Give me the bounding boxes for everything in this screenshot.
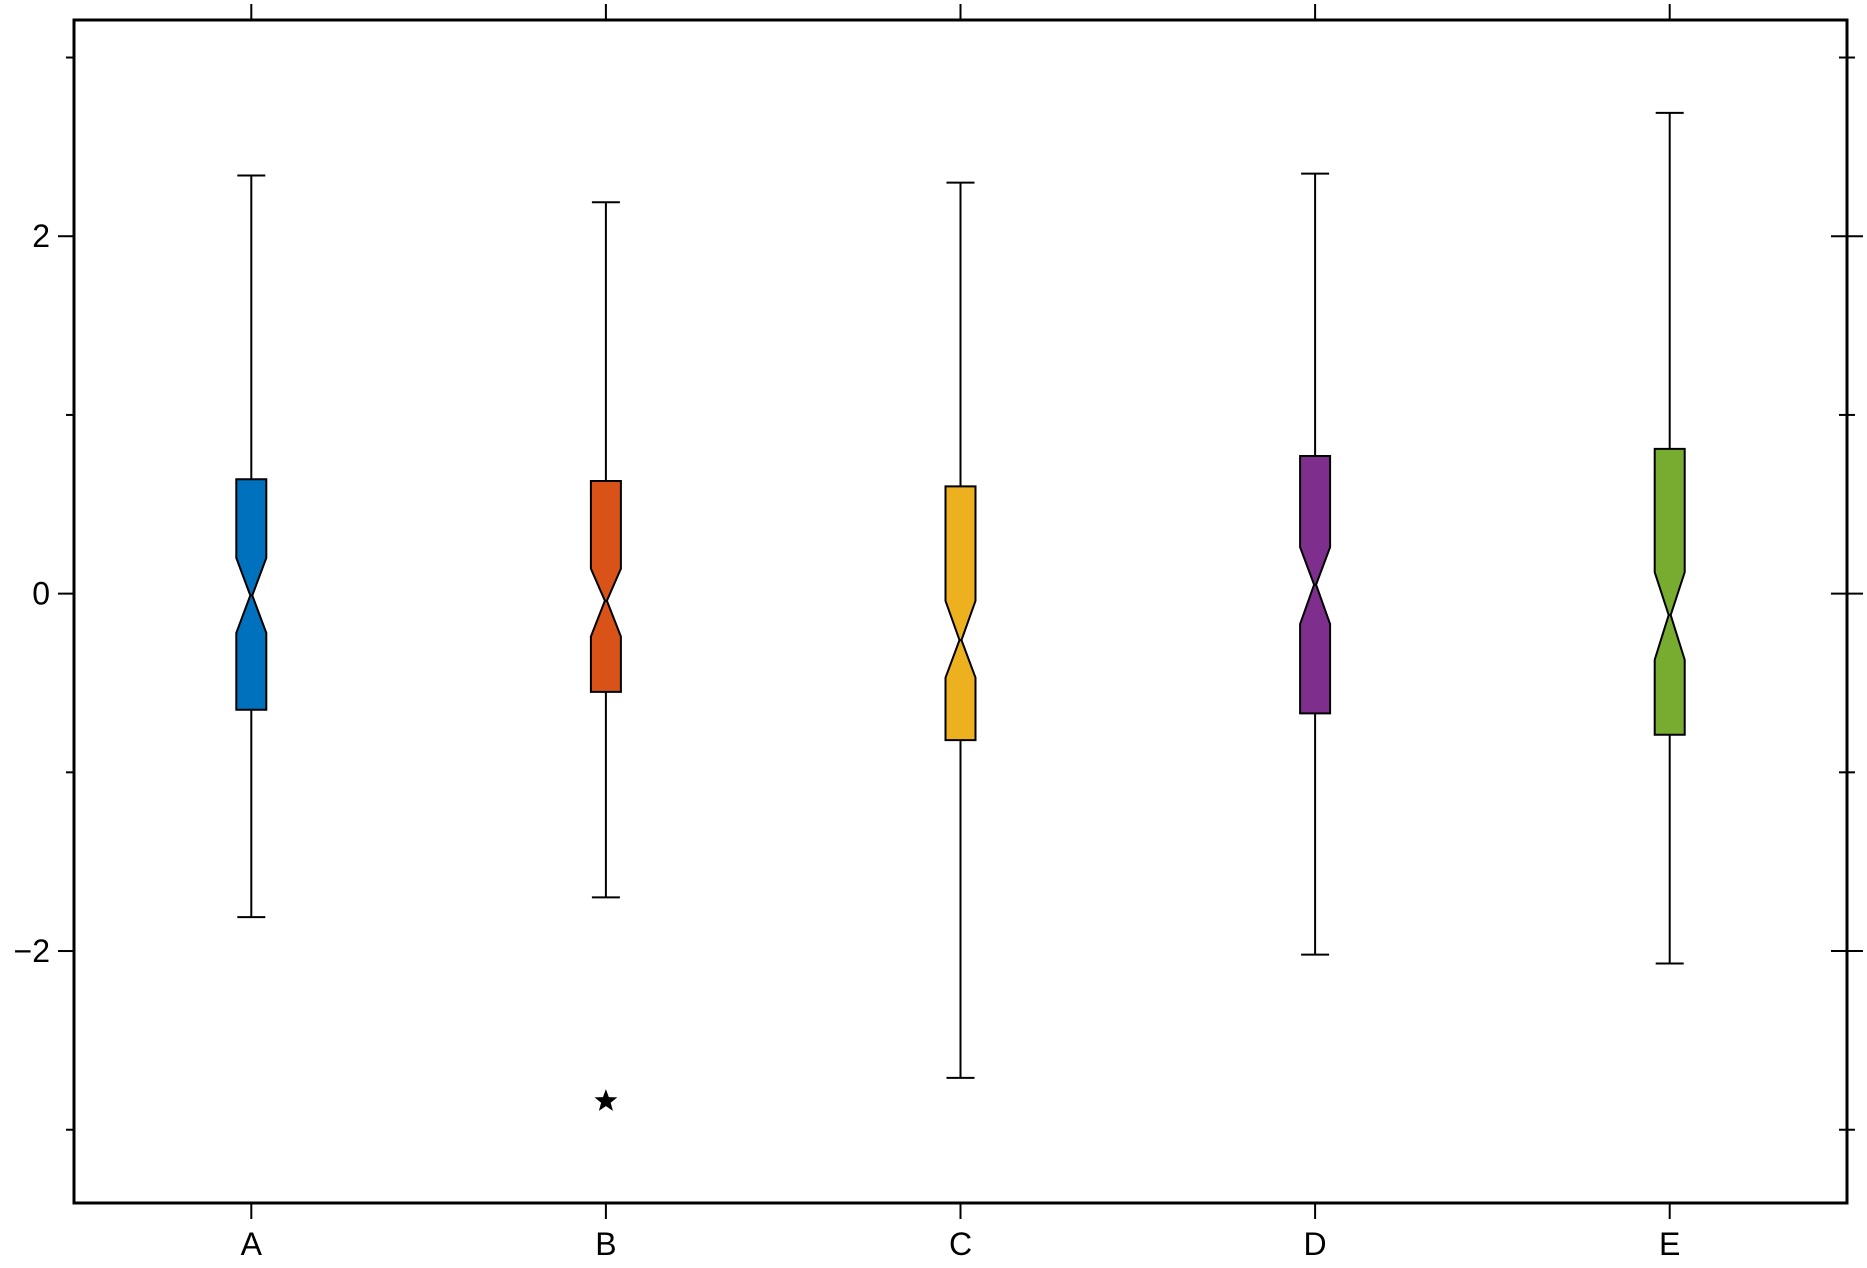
x-tick-label-a: A (241, 1226, 263, 1262)
box-d (1299, 172, 1332, 956)
box-c (944, 181, 977, 1079)
y-tick-label: 2 (32, 218, 50, 254)
axes: A B C D E 2 0 −2 (14, 4, 1863, 1262)
plot-border (72, 18, 1849, 1205)
box-body-b (589, 480, 622, 693)
x-tick-label-d: D (1304, 1226, 1327, 1262)
x-tick-label-c: C (949, 1226, 972, 1262)
y-tick-label: 0 (32, 576, 50, 612)
x-tick-label-e: E (1659, 1226, 1680, 1262)
box-e (1653, 111, 1686, 965)
outlier-point-b-0 (594, 1089, 618, 1111)
y-tick-label: −2 (14, 933, 50, 969)
box-body-e (1653, 447, 1686, 736)
boxes (235, 111, 1686, 1111)
x-tick-label-b: B (595, 1226, 616, 1262)
box-b (589, 201, 622, 1111)
box-body-c (944, 485, 977, 742)
plot-frame (72, 18, 1849, 1205)
box-a (235, 174, 268, 919)
